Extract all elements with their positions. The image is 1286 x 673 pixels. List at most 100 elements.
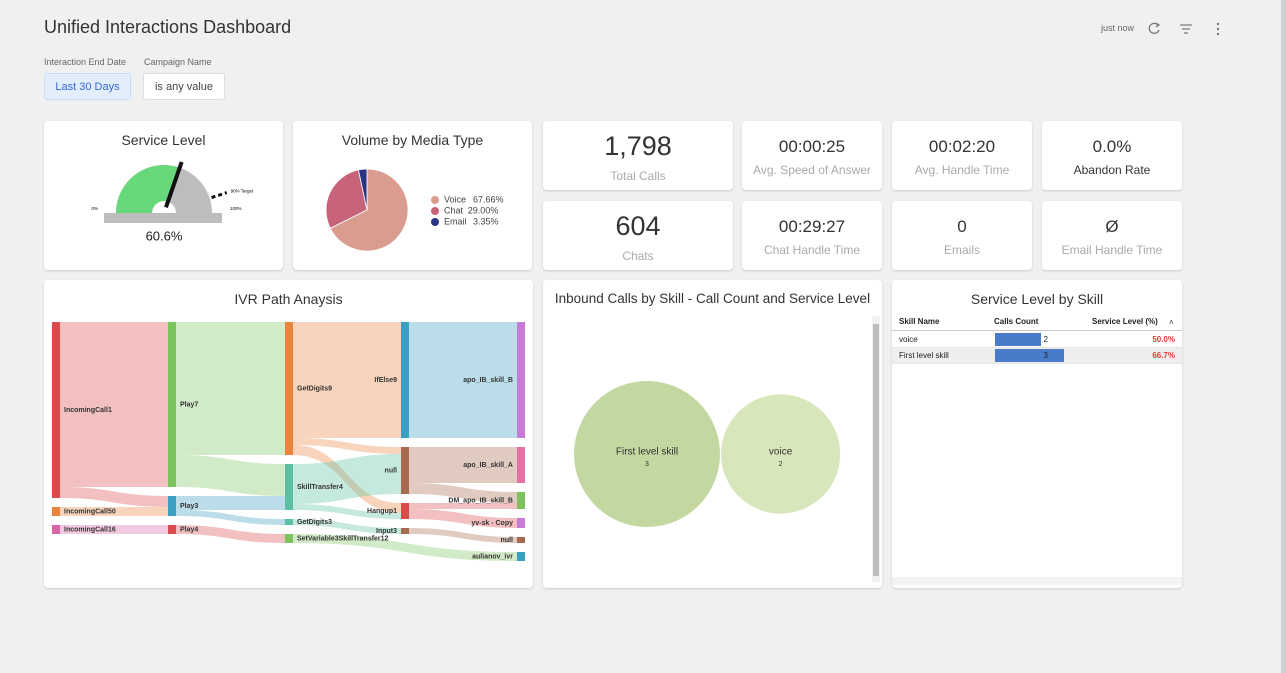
sankey-node-label: IncomingCall50 xyxy=(64,508,116,515)
bubble-tile: Inbound Calls by Skill - Call Count and … xyxy=(543,280,882,588)
tile-title: Service Level by Skill xyxy=(970,291,1104,307)
sankey-node-label: GetDigits9 xyxy=(297,385,332,392)
filter-button[interactable]: Last 30 Days xyxy=(44,73,131,100)
gauge-fill xyxy=(116,164,180,213)
column-header: Skill Name xyxy=(899,317,940,326)
tile-title: Volume by Media Type xyxy=(341,132,484,148)
sankey-node-label: apo_IB_skill_A xyxy=(463,462,513,469)
kpi-label: Avg. Speed of Answer xyxy=(753,163,871,177)
sankey-link xyxy=(293,519,401,534)
kpi-label: Avg. Handle Time xyxy=(914,163,1010,177)
kpi-label: Email Handle Time xyxy=(1061,243,1163,257)
sankey-link xyxy=(176,455,285,496)
kpi-tile: 00:29:27 Chat Handle Time xyxy=(742,201,882,270)
sankey-node-label: aulianov_ivr xyxy=(472,553,513,560)
sankey-node xyxy=(285,322,293,455)
refresh-icon[interactable] xyxy=(1148,22,1160,34)
kpi-value: 1,798 xyxy=(604,131,672,161)
sankey-link xyxy=(60,322,168,487)
pie-slice xyxy=(325,169,368,229)
sankey-node-label: Input3 xyxy=(376,528,397,535)
tile-title: Service Level xyxy=(121,132,206,148)
sankey-node-label: GetDigits3 xyxy=(297,519,332,526)
legend-marker xyxy=(431,196,439,204)
ivr-tile: IVR Path Anaysis IncomingCall1 IncomingCa… xyxy=(44,280,533,588)
bubble-label: First level skill xyxy=(616,447,678,458)
bubble xyxy=(721,394,841,514)
tile-title: IVR Path Anaysis xyxy=(234,291,343,307)
refresh-arrow xyxy=(1155,22,1161,28)
menu-icon[interactable] xyxy=(1216,22,1220,36)
kpi-tile: 0 Emails xyxy=(892,201,1032,270)
pie-chart: Voice 67.66% Chat 29.00%Email 3.35% xyxy=(325,168,504,252)
gauge-chart: 90% Target 0% 100% 60.6% xyxy=(91,161,254,243)
filter-label: Campaign Name xyxy=(144,57,212,67)
cell-skill: First level skill xyxy=(899,351,949,360)
sankey-link xyxy=(409,322,517,438)
sankey-node xyxy=(168,496,176,516)
kpi-tile: 1,798 Total Calls xyxy=(543,121,733,190)
sankey-node-label: SkillTransfer4 xyxy=(297,484,343,491)
filter-icon[interactable] xyxy=(1180,24,1192,34)
sankey-node xyxy=(285,519,293,525)
sankey-link xyxy=(293,322,401,438)
gauge-needle xyxy=(164,161,184,208)
header-icons xyxy=(1148,22,1220,36)
table-row: voice 2 50.0% xyxy=(892,332,1182,348)
bubble xyxy=(574,381,720,527)
sankey-link xyxy=(60,525,168,534)
sankey-node-label: IfElse9 xyxy=(374,377,397,384)
sankey-node xyxy=(517,492,525,509)
sankey-link xyxy=(293,445,401,513)
scrollbar-thumb[interactable] xyxy=(873,324,879,576)
filter-button[interactable]: is any value xyxy=(143,73,225,100)
sankey-link xyxy=(176,525,285,543)
kpi-value: 0 xyxy=(957,217,967,236)
gauge-tick-label: 0% xyxy=(91,206,98,211)
column-header: Service Level (%) xyxy=(1092,317,1158,326)
sankey-link xyxy=(293,438,401,454)
kpi-value: 00:02:20 xyxy=(928,137,996,156)
calls-bar xyxy=(995,349,1064,362)
sankey-link xyxy=(409,447,517,483)
bubble-chart: First level skill 3 voice 2 xyxy=(574,316,880,582)
page-scrollbar[interactable] xyxy=(1281,0,1286,673)
sankey-node-label: IncomingCall1 xyxy=(64,407,112,414)
media-type-tile: Volume by Media Type Voice 67.66% Chat 29.0… xyxy=(293,121,532,270)
sankey-node xyxy=(285,534,293,543)
table-row: First level skill 3 66.7% xyxy=(892,348,1182,364)
cell-calls: 3 xyxy=(1043,351,1048,360)
header-rule xyxy=(892,330,1182,331)
sankey-node xyxy=(401,322,409,438)
sankey-node-label: DM_apo_IB_skill_B xyxy=(448,497,513,504)
sankey-node-label: null xyxy=(501,537,513,544)
kpi-label: Chat Handle Time xyxy=(763,243,861,257)
sankey-link xyxy=(60,507,168,516)
sankey-link xyxy=(409,528,517,543)
kpi-label: Abandon Rate xyxy=(1073,163,1151,177)
pie-slice xyxy=(329,168,409,252)
sankey-node-label: Play3 xyxy=(180,503,198,510)
sankey-node xyxy=(401,528,409,534)
sankey-link xyxy=(409,483,517,503)
sankey-link xyxy=(293,504,401,519)
kpi-value: 00:00:25 xyxy=(778,137,846,156)
gauge-target xyxy=(211,191,228,199)
cell-service-level: 50.0% xyxy=(1152,335,1175,344)
sankey-link xyxy=(176,510,285,525)
sort-icon[interactable]: ˅ xyxy=(1169,317,1174,326)
sankey-link xyxy=(409,509,517,528)
sankey-node xyxy=(517,552,525,561)
bubble-value: 2 xyxy=(779,461,783,468)
service-level-tile: Service Level 90% Target 0% 100% 60.6% xyxy=(44,121,283,270)
filter-label: Interaction End Date xyxy=(44,57,127,67)
legend-value: 3.35% xyxy=(473,216,499,226)
kpi-tile: Ø Email Handle Time xyxy=(1042,201,1182,270)
pie-slice xyxy=(357,168,368,211)
kpi-tile: 0.0% Abandon Rate xyxy=(1042,121,1182,190)
sankey-node xyxy=(168,322,176,487)
horizontal-scrollbar[interactable] xyxy=(892,577,1182,585)
kpi-label: Chats xyxy=(622,249,654,263)
legend-value: 29.00% xyxy=(468,205,499,215)
legend-marker xyxy=(431,207,439,215)
